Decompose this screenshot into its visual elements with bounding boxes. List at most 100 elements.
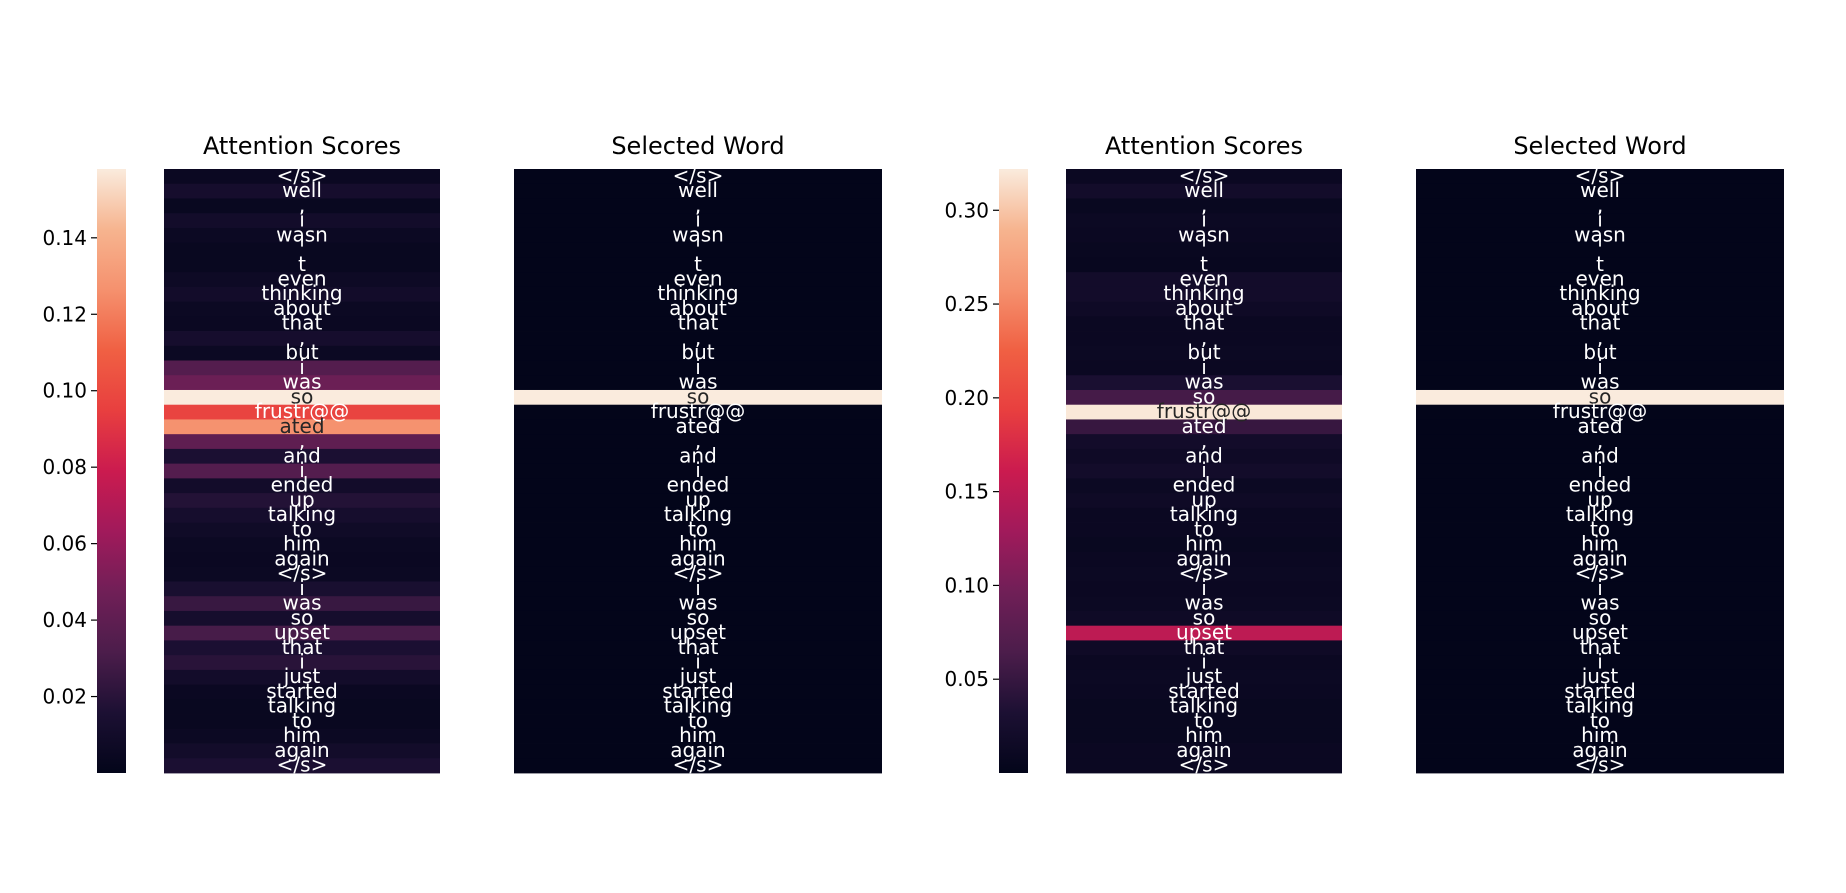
heatmap-cell [1416, 522, 1784, 538]
heatmap-cell [164, 183, 440, 199]
colorbar-tick-label: 0.04 [42, 608, 87, 632]
heatmap-cell [1416, 375, 1784, 391]
heatmap-cell [514, 655, 882, 671]
token-label: so [291, 384, 314, 408]
colorbar-tick-label: 0.14 [42, 226, 87, 250]
colorbar-tick-label: 0.30 [944, 198, 989, 222]
heatmap-cell [164, 610, 440, 627]
token-label: i [1201, 576, 1207, 600]
token-label: even [277, 266, 326, 290]
heatmap-cell [1066, 478, 1342, 494]
heatmap-cell [164, 758, 440, 774]
attention-heatmap-right: Attention Scores </s>well,iwasn'teventhi… [1066, 132, 1342, 777]
token-label: about [669, 296, 727, 320]
heatmap-cell [514, 213, 882, 229]
token-label: just [1581, 664, 1619, 688]
heatmap-cell [1066, 655, 1342, 671]
selected-word-left: Selected Word </s>well,iwasn'teventhinki… [514, 132, 882, 777]
token-label: well [678, 178, 718, 202]
heatmap-cell [1066, 743, 1342, 759]
heatmap-cell [1416, 610, 1784, 627]
token-label: about [273, 296, 331, 320]
token-label: i [1597, 650, 1603, 674]
token-label: up [685, 487, 710, 511]
token-label: thinking [1559, 281, 1640, 305]
heatmap-cell [1416, 242, 1784, 258]
heatmap-cell [1066, 684, 1342, 700]
heatmap-cell [1066, 640, 1342, 656]
token-label: was [1580, 591, 1619, 615]
token-label: wasn [1574, 222, 1626, 246]
heatmap-cell [1416, 316, 1784, 332]
token-label: , [1201, 325, 1207, 349]
heatmap-cell [1066, 345, 1342, 361]
colorbar-tick-label: 0.06 [42, 532, 87, 556]
heatmap-cell [164, 655, 440, 671]
heatmap-cell [1066, 699, 1342, 715]
token-label: ' [695, 237, 701, 261]
heatmap-cell [164, 213, 440, 229]
heatmap-cell [1416, 213, 1784, 229]
token-label: </s> [673, 163, 724, 187]
heatmap-cell [1416, 537, 1784, 553]
token-label: and [1581, 443, 1619, 467]
token-label: thinking [1163, 281, 1244, 305]
colorbar-tick-label: 0.12 [42, 302, 87, 326]
token-label: upset [1176, 620, 1232, 644]
heatmap-cell [514, 360, 882, 376]
colorbar-left-gradient [97, 169, 126, 773]
heatmap-cell [514, 743, 882, 759]
token-label: well [282, 178, 322, 202]
selected-right-labels: </s>well,iwasn'teventhinkingaboutthat,bu… [1553, 163, 1647, 776]
heatmap-cell [1066, 360, 1342, 376]
token-label: again [670, 738, 725, 762]
heatmap-cell [164, 493, 440, 509]
token-label: i [1597, 458, 1603, 482]
token-label: </s> [673, 561, 724, 585]
token-label: talking [664, 694, 732, 718]
token-label: and [1185, 443, 1223, 467]
heatmap-cell [1066, 301, 1342, 317]
heatmap-cell [514, 566, 882, 582]
token-label: i [1597, 355, 1603, 379]
token-label: that [1184, 635, 1225, 659]
heatmap-cell [1066, 375, 1342, 391]
heatmap-cell [514, 714, 882, 730]
token-label: i [299, 650, 305, 674]
heatmap-cell [1066, 493, 1342, 509]
token-label: to [292, 708, 312, 732]
token-label: up [1587, 487, 1612, 511]
token-label: ended [667, 473, 730, 497]
heatmap-cell [1416, 493, 1784, 509]
heatmap-cell [514, 448, 882, 465]
heatmap-cell [1416, 758, 1784, 774]
token-label: but [285, 340, 318, 364]
token-label: i [695, 458, 701, 482]
heatmap-cell [1416, 227, 1784, 244]
token-label: to [688, 517, 708, 541]
token-label: was [1184, 370, 1223, 394]
heatmap-right-labels: </s>well,iwasn'teventhinkingaboutthat,bu… [1157, 163, 1251, 776]
token-label: , [1201, 193, 1207, 217]
token-label: started [266, 679, 338, 703]
token-label: just [679, 664, 717, 688]
token-label: upset [670, 620, 726, 644]
token-label: wasn [1178, 222, 1230, 246]
token-label: </s> [1575, 561, 1626, 585]
heatmap-cell [1066, 669, 1342, 686]
token-label: talking [1566, 502, 1634, 526]
token-label: that [678, 311, 719, 335]
heatmap-cell [1066, 389, 1342, 406]
heatmap-cell [514, 257, 882, 273]
heatmap-cell [1416, 655, 1784, 671]
token-label: i [695, 576, 701, 600]
token-label: talking [664, 502, 732, 526]
heatmap-cell [514, 198, 882, 214]
token-label: i [1201, 650, 1207, 674]
token-label: to [1194, 517, 1214, 541]
token-label: </s> [1179, 753, 1230, 777]
token-label: ated [675, 414, 720, 438]
token-label: ated [279, 414, 324, 438]
heatmap-cell [514, 404, 882, 420]
heatmap-cell [514, 272, 882, 288]
